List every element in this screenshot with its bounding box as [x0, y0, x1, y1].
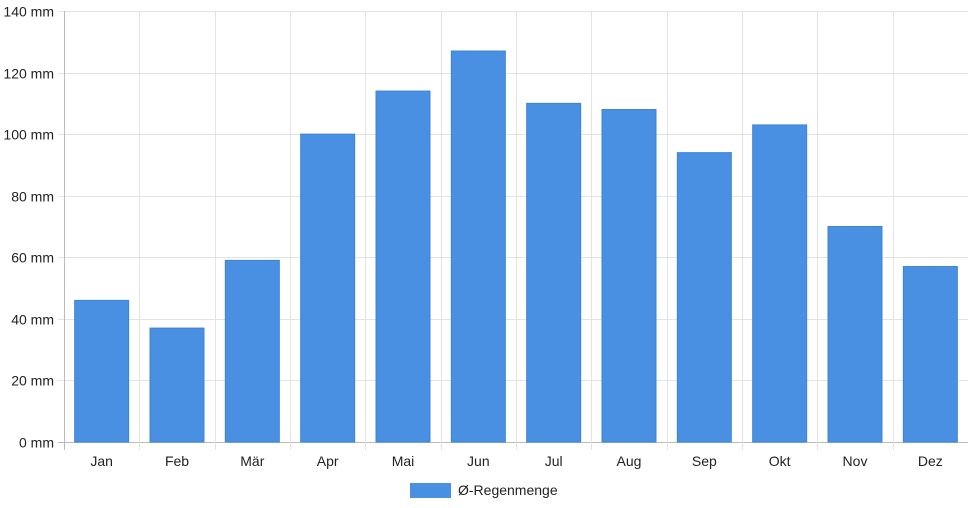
bar-jan[interactable] — [74, 299, 130, 443]
x-tick-label: Mai — [392, 453, 415, 469]
x-tick-label: Mär — [240, 453, 264, 469]
bar-jun[interactable] — [450, 50, 506, 443]
y-tick-label: 40 mm — [11, 312, 54, 328]
x-tick-label: Apr — [317, 453, 339, 469]
bar-dez[interactable] — [902, 266, 958, 443]
bar-mär[interactable] — [224, 259, 280, 443]
x-tick-label: Dez — [918, 453, 943, 469]
bar-sep[interactable] — [676, 152, 732, 443]
x-tick-label: Sep — [692, 453, 717, 469]
y-tick-label: 140 mm — [3, 4, 54, 20]
axis-layer: 0 mm 20 mm 40 mm 60 mm 80 mm 100 mm 120 mm 140 … — [3, 4, 942, 470]
y-tick-label: 0 mm — [19, 435, 54, 451]
grid-layer — [58, 11, 968, 450]
x-tick-label: Nov — [843, 453, 868, 469]
legend[interactable]: Ø-Regenmenge — [410, 482, 558, 498]
legend-label[interactable]: Ø-Regenmenge — [458, 482, 558, 498]
x-tick-label: Feb — [165, 453, 189, 469]
x-tick-label: Jul — [545, 453, 563, 469]
x-tick-label: Aug — [617, 453, 642, 469]
bars-layer — [74, 50, 958, 443]
bar-aug[interactable] — [601, 109, 657, 443]
x-tick-label: Jun — [467, 453, 490, 469]
y-tick-label: 60 mm — [11, 250, 54, 266]
y-tick-label: 100 mm — [3, 127, 54, 143]
y-tick-label: 20 mm — [11, 373, 54, 389]
y-tick-label: 120 mm — [3, 66, 54, 82]
legend-swatch[interactable] — [410, 483, 451, 498]
bar-okt[interactable] — [752, 124, 808, 443]
bar-apr[interactable] — [300, 133, 356, 443]
y-tick-label: 80 mm — [11, 189, 54, 205]
x-tick-label: Jan — [90, 453, 113, 469]
bar-nov[interactable] — [827, 226, 883, 443]
x-tick-label: Okt — [769, 453, 791, 469]
bar-mai[interactable] — [375, 90, 431, 443]
bar-feb[interactable] — [149, 327, 205, 443]
bar-jul[interactable] — [526, 102, 582, 443]
